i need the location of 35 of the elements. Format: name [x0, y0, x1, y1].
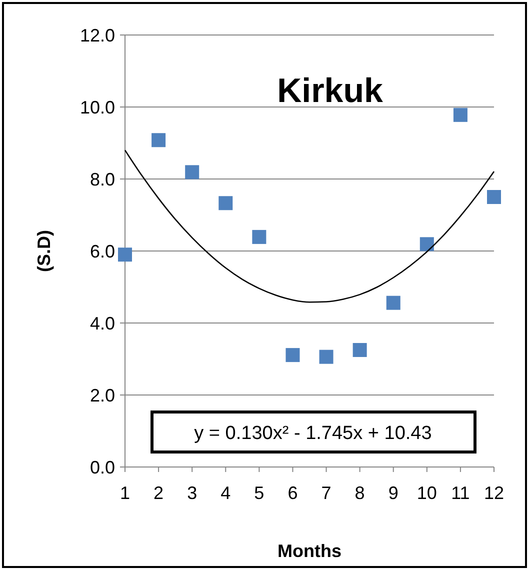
point [352, 343, 367, 357]
x-tick-label: 2 [154, 483, 164, 503]
x-tick-label: 12 [484, 483, 504, 503]
annotation: y = 0.130x² - 1.745x + 10.43 [194, 423, 432, 444]
point [286, 348, 300, 362]
point [152, 133, 166, 148]
y-tick-label: 2.0 [90, 385, 115, 406]
point [453, 108, 468, 122]
point [218, 196, 233, 210]
y-tick-label: 8.0 [90, 169, 115, 190]
point [118, 248, 132, 262]
point [420, 237, 434, 252]
point [185, 165, 200, 180]
y-tick-label: 0.0 [90, 457, 115, 478]
x-tick-label: 10 [416, 483, 437, 503]
x-tick-label: 11 [451, 483, 470, 503]
y-tick-label: 10.0 [80, 97, 115, 118]
y-tick-label: 4.0 [90, 313, 115, 334]
x-tick-label: 4 [220, 483, 231, 503]
point [319, 350, 334, 364]
x-tick-label: 3 [187, 483, 198, 503]
text: Kirkuk [277, 72, 383, 110]
x-tick-label: 9 [388, 483, 398, 503]
y-tick-label: 6.0 [90, 241, 115, 262]
x-axis-title: Months [278, 541, 342, 561]
x-tick-label: 1 [120, 483, 130, 503]
point [487, 190, 501, 204]
y-tick-label: 12.0 [80, 25, 115, 46]
x-tick-label: 8 [354, 483, 365, 503]
y-axis-title: (S.D) [34, 230, 54, 272]
x-tick-label: 5 [254, 483, 264, 503]
point [386, 296, 400, 310]
x-tick-label: 6 [288, 483, 298, 503]
x-tick-label: 7 [321, 483, 332, 503]
point [252, 230, 266, 244]
